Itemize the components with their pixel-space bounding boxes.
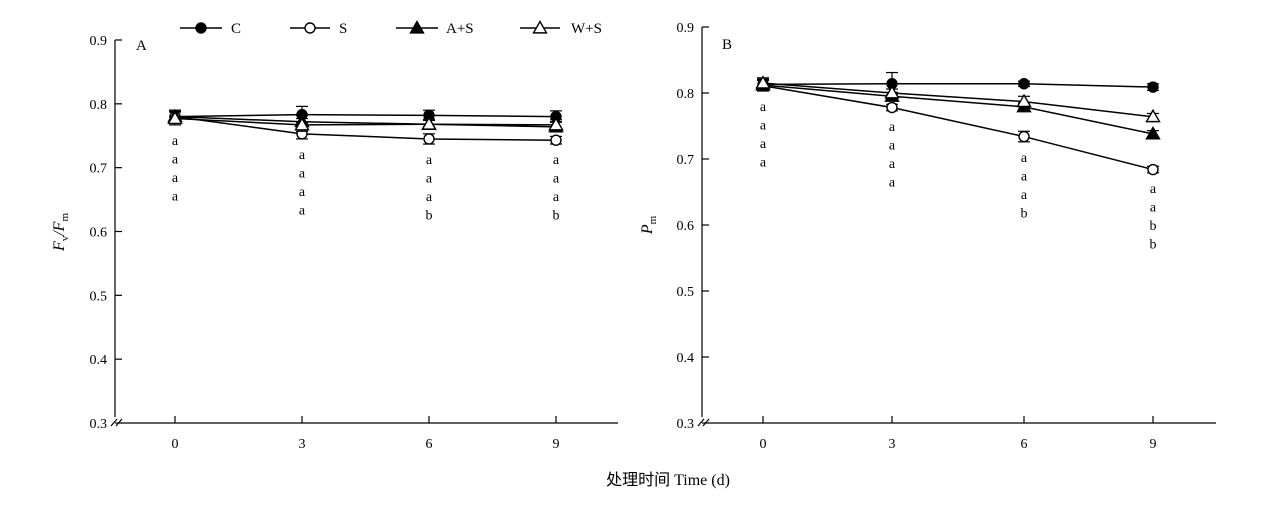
y-axis-title: Pm	[639, 215, 659, 235]
data-point	[423, 133, 435, 145]
data-point	[1016, 93, 1032, 108]
significance-letter: a	[553, 172, 560, 187]
y-tick-label: 0.5	[677, 285, 695, 300]
significance-letter: a	[172, 134, 179, 149]
significance-letter: a	[1150, 182, 1157, 197]
significance-letter: b	[1150, 237, 1157, 252]
y-tick-label: 0.7	[677, 153, 695, 168]
x-axis-title: 处理时间 Time (d)	[606, 471, 730, 489]
legend: C S A+S W+S	[180, 20, 602, 37]
panel-b: 0.30.40.50.60.70.80.90 3 6 9BPmaaaaaaaaaaab…	[639, 21, 1216, 452]
panel-letter: A	[136, 38, 147, 54]
significance-letter: b	[1150, 219, 1157, 234]
significance-letter: b	[1021, 206, 1028, 221]
significance-letter: a	[553, 190, 560, 205]
series-line	[174, 115, 557, 128]
legend-marker	[409, 20, 425, 34]
data-point	[1018, 78, 1030, 90]
legend-marker	[304, 22, 316, 34]
legend-marker	[532, 20, 548, 34]
significance-letter: a	[299, 166, 306, 181]
y-tick-label: 0.5	[90, 289, 108, 304]
y-tick-label: 0.3	[677, 417, 695, 432]
x-tick-label: 6	[426, 437, 433, 452]
x-tick-label: 0	[172, 437, 179, 452]
y-axis-title: Fv/Fm	[51, 213, 71, 253]
data-point	[1145, 126, 1161, 140]
x-tick-label: 3	[299, 437, 306, 452]
significance-letter: a	[1021, 169, 1028, 184]
y-tick-label: 0.4	[677, 351, 695, 366]
significance-letter: a	[889, 120, 896, 135]
data-point	[548, 116, 564, 131]
data-point	[884, 85, 900, 99]
significance-letter: a	[1021, 151, 1028, 166]
data-point	[294, 116, 310, 131]
significance-letter: b	[426, 209, 433, 224]
significance-letter: a	[299, 185, 306, 200]
y-tick-label: 0.7	[90, 162, 108, 177]
significance-letter: a	[553, 153, 560, 168]
data-point	[167, 110, 183, 125]
data-point	[1145, 108, 1161, 123]
significance-letter: a	[426, 153, 433, 168]
y-tick-label: 0.8	[677, 87, 695, 102]
significance-letter: a	[1150, 200, 1157, 215]
legend-label: A+S	[446, 21, 474, 37]
y-tick-label: 0.8	[90, 98, 108, 113]
panel-a: 0.30.40.50.60.70.80.90 3 6 9AFv/Fmaaaaaaaaa…	[51, 34, 618, 452]
panel-letter: B	[722, 37, 732, 53]
significance-letter: a	[172, 189, 179, 204]
significance-letter: a	[889, 157, 896, 172]
series-line	[762, 83, 1154, 88]
x-tick-label: 3	[889, 437, 896, 452]
significance-letter: a	[426, 172, 433, 187]
significance-letter: a	[760, 119, 767, 134]
significance-letter: a	[426, 190, 433, 205]
x-tick-label: 0	[760, 437, 767, 452]
significance-letter: b	[553, 209, 560, 224]
data-point	[755, 75, 771, 89]
significance-letter: a	[760, 137, 767, 152]
series-line	[174, 115, 557, 141]
data-point	[1147, 163, 1159, 176]
legend-label: S	[339, 21, 347, 37]
significance-letter: a	[299, 148, 306, 163]
series-line	[762, 85, 1154, 171]
significance-letter: a	[299, 203, 306, 218]
data-point	[886, 101, 898, 114]
x-tick-label: 9	[1150, 437, 1157, 452]
y-tick-label: 0.4	[90, 353, 108, 368]
y-tick-label: 0.6	[677, 219, 695, 234]
y-tick-label: 0.6	[90, 226, 108, 241]
significance-letter: a	[889, 175, 896, 190]
data-point	[550, 134, 562, 146]
series-line	[174, 113, 557, 118]
x-tick-label: 9	[553, 437, 560, 452]
legend-label: W+S	[571, 21, 602, 37]
series-line	[174, 117, 557, 126]
x-tick-label: 6	[1021, 437, 1028, 452]
series-line	[762, 84, 1154, 135]
significance-letter: a	[172, 171, 179, 186]
data-point	[1147, 81, 1159, 93]
significance-letter: a	[889, 138, 896, 153]
y-tick-label: 0.3	[90, 417, 108, 432]
data-point	[1018, 130, 1030, 143]
significance-letter: a	[1021, 188, 1028, 203]
significance-letter: a	[172, 152, 179, 167]
y-tick-label: 0.9	[677, 21, 695, 36]
significance-letter: a	[760, 156, 767, 171]
significance-letter: a	[760, 100, 767, 115]
series-line	[762, 82, 1154, 118]
legend-label: C	[231, 21, 241, 37]
y-tick-label: 0.9	[90, 34, 108, 49]
data-point	[421, 116, 437, 130]
legend-marker	[195, 22, 207, 34]
